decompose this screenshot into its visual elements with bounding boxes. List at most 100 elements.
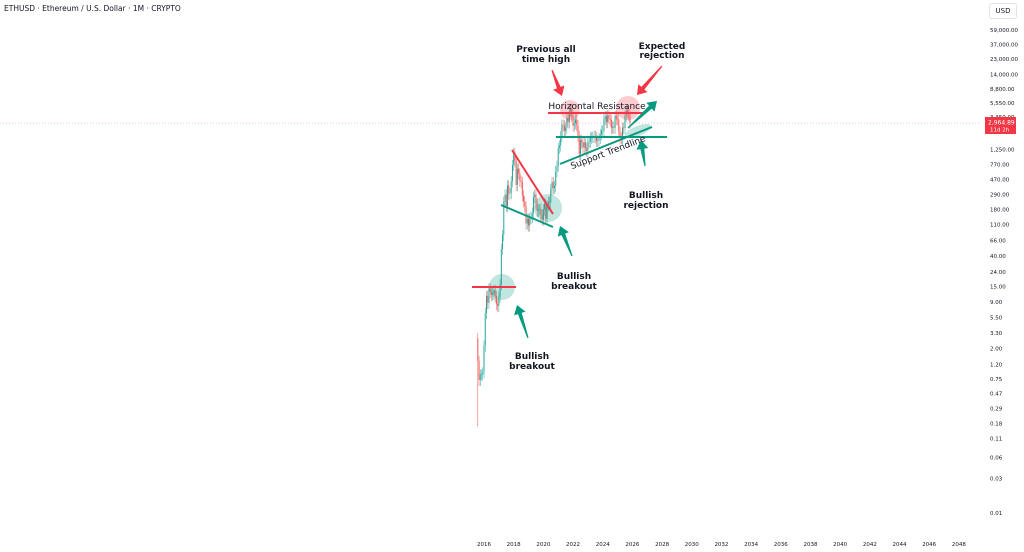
symbol-title: ETHUSD · Ethereum / U.S. Dollar · 1M · C… — [4, 4, 181, 13]
y-tick-label: 0.03 — [990, 477, 1003, 483]
candle-body — [503, 201, 505, 235]
candle-body — [506, 185, 508, 207]
candle-body — [500, 249, 502, 285]
candle-body — [482, 372, 484, 375]
x-tick-label: 2038 — [803, 542, 817, 548]
y-tick-label: 5.50 — [990, 315, 1003, 321]
y-tick-label: 15.00 — [990, 284, 1006, 290]
x-tick-label: 2032 — [714, 542, 728, 548]
candle-body — [529, 218, 531, 226]
candle-body — [504, 194, 506, 202]
candles — [477, 103, 631, 427]
candle-body — [494, 290, 496, 296]
arrow-up-icon — [636, 140, 649, 167]
y-tick-label: 5,550.00 — [990, 101, 1015, 107]
candle-body — [619, 131, 621, 138]
candle-body — [562, 124, 564, 126]
candle-body — [612, 126, 614, 128]
candle-body — [479, 374, 481, 380]
x-tick-label: 2026 — [625, 542, 639, 548]
candle-body — [617, 118, 619, 120]
candle-body — [599, 134, 601, 138]
candle-body — [568, 111, 570, 123]
candle-body — [487, 295, 489, 303]
candle-body — [544, 203, 546, 210]
candle-body — [587, 141, 589, 151]
candle-body — [495, 295, 497, 304]
y-tick-label: 0.01 — [990, 511, 1002, 517]
candle-body — [510, 181, 512, 194]
candle-body — [570, 108, 572, 112]
y-tick-label: 0.06 — [990, 455, 1003, 461]
candle-body — [603, 118, 605, 131]
candle-body — [578, 135, 580, 155]
candle-body — [597, 140, 599, 141]
candle-body — [614, 115, 616, 128]
x-tick-label: 2030 — [685, 542, 699, 548]
expected-rejection-label-2: rejection — [639, 51, 684, 61]
candle-body — [513, 152, 515, 165]
y-tick-label: 2.00 — [990, 347, 1003, 353]
candle-body — [542, 209, 544, 220]
candle-body — [598, 137, 600, 141]
candle-body — [549, 201, 551, 203]
x-tick-label: 2046 — [922, 542, 936, 548]
candle-body — [555, 171, 557, 186]
bullish-rejection-label-1: Bullish — [629, 191, 663, 201]
prev-ath-label-2: time high — [522, 55, 570, 65]
candle-body — [584, 142, 586, 149]
candle-body — [505, 194, 507, 207]
ath-highlight — [560, 100, 580, 120]
x-tick-label: 2040 — [833, 542, 847, 548]
arrow-down-icon — [551, 69, 565, 96]
candle-body — [607, 115, 609, 123]
bullish-breakout-2-label-1: Bullish — [557, 272, 591, 282]
candle-body — [581, 140, 583, 143]
candle-body — [556, 165, 558, 172]
candle-body — [589, 137, 591, 142]
candle-body — [499, 284, 501, 297]
candle-body — [553, 185, 555, 188]
candle-body — [550, 189, 552, 203]
x-tick-label: 2022 — [566, 542, 580, 548]
last-price: 2,964.89 — [988, 120, 1015, 127]
candle-body — [557, 147, 559, 166]
x-tick-label: 2024 — [596, 542, 610, 548]
candle-body — [478, 360, 480, 380]
candle-body — [582, 142, 584, 148]
y-tick-label: 24.00 — [990, 270, 1006, 276]
candle-body — [609, 118, 611, 120]
y-tick-label: 180.00 — [990, 207, 1010, 213]
support-trendline — [559, 126, 653, 165]
arrow-up-icon — [557, 226, 573, 257]
candle-body — [596, 137, 598, 141]
candle-body — [588, 141, 590, 143]
annotations: Previous all time high Expected rejectio… — [472, 42, 685, 372]
candle-body — [541, 214, 543, 220]
currency-button[interactable]: USD — [989, 3, 1017, 19]
y-tick-label: 59,000.00 — [990, 28, 1018, 34]
candle-body — [524, 201, 526, 207]
candle-body — [537, 209, 539, 211]
candle-body — [563, 125, 565, 131]
candle-body — [492, 293, 494, 295]
candle-body — [545, 203, 547, 219]
candle-body — [508, 185, 510, 194]
candle-body — [535, 194, 537, 204]
y-tick-label: 3.30 — [990, 331, 1003, 337]
candle-body — [561, 124, 563, 137]
candle-body — [613, 126, 615, 128]
candle-body — [566, 118, 568, 128]
candle-body — [579, 140, 581, 155]
candle-body — [523, 195, 525, 202]
last-price-tag: 2,964.89 11d 2h — [985, 117, 1016, 134]
candle-body — [615, 115, 617, 119]
bar-countdown: 11d 2h — [990, 128, 1010, 134]
x-tick-label: 2044 — [893, 542, 907, 548]
candle-body — [573, 123, 575, 126]
x-tick-label: 2018 — [507, 542, 521, 548]
candle-body — [605, 116, 607, 123]
candle-body — [629, 114, 631, 123]
candle-body — [485, 295, 487, 314]
